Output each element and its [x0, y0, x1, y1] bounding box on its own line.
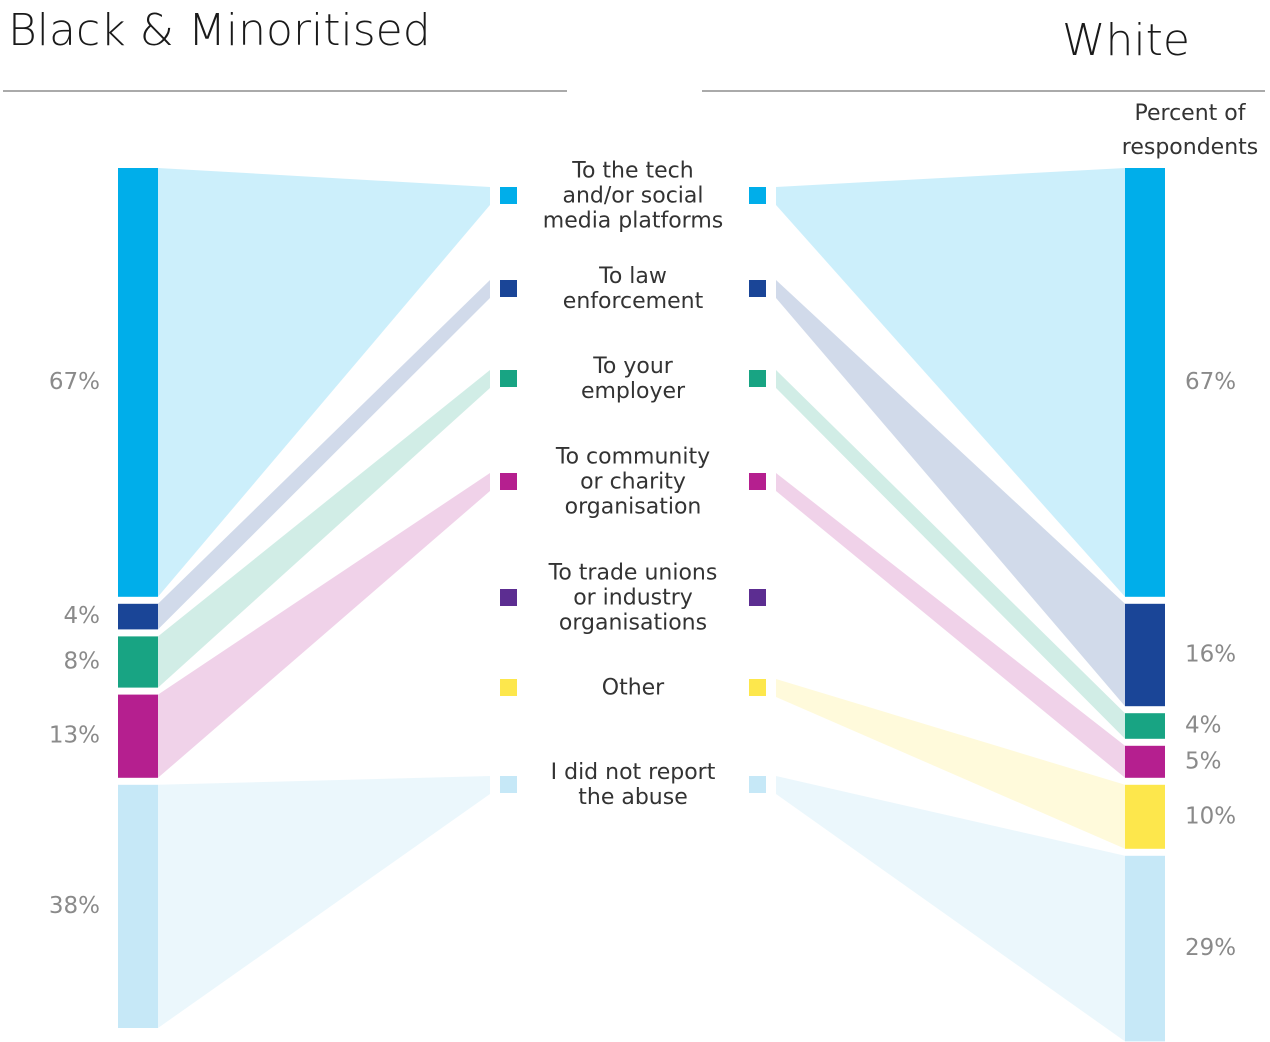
flow — [776, 679, 1125, 849]
value-label: 4% — [64, 603, 101, 629]
bar-segment — [118, 168, 158, 597]
legend-square — [749, 187, 766, 204]
category-label: I did not report the abuse — [550, 760, 716, 810]
legend-square — [500, 473, 517, 490]
legend-square — [500, 589, 517, 606]
category-label: To trade unions or industry organisation… — [548, 560, 718, 636]
legend-square — [500, 280, 517, 297]
bar-segment — [118, 603, 158, 630]
bar-segment — [1125, 168, 1165, 597]
bar-segment — [118, 784, 158, 1028]
value-label: 13% — [49, 723, 100, 749]
bar-segment — [118, 694, 158, 778]
flow — [158, 370, 490, 688]
flow — [776, 473, 1125, 778]
flow — [776, 280, 1125, 707]
legend-square — [500, 776, 517, 793]
legend-square — [749, 370, 766, 387]
legend-square — [500, 679, 517, 696]
left-title: Black & Minoritised — [8, 5, 431, 56]
bar-segment — [1125, 855, 1165, 1042]
value-label: 67% — [49, 369, 100, 395]
category-label: Other — [601, 675, 665, 701]
legend-square — [749, 473, 766, 490]
bar-segment — [118, 636, 158, 688]
value-label: 8% — [64, 649, 101, 675]
category-label: To your employer — [580, 354, 686, 404]
bar-segment — [1125, 713, 1165, 739]
value-label: 16% — [1185, 642, 1236, 668]
flow — [158, 776, 490, 1028]
category-label: To community or charity organisation — [555, 444, 711, 520]
flow — [158, 473, 490, 778]
value-label: 38% — [49, 893, 100, 919]
value-label: 5% — [1185, 748, 1222, 774]
legend-square — [500, 370, 517, 387]
legend-square — [749, 776, 766, 793]
flow — [158, 280, 490, 630]
bar-segment — [1125, 603, 1165, 707]
category-label: To the tech and/or social media platform… — [542, 158, 724, 234]
flow — [776, 370, 1125, 739]
legend-square — [749, 679, 766, 696]
value-label: 29% — [1185, 935, 1236, 961]
flow — [158, 168, 490, 597]
value-label: 10% — [1185, 803, 1236, 829]
flow — [776, 168, 1125, 597]
bar-segment — [1125, 745, 1165, 778]
bar-segment — [1125, 784, 1165, 849]
legend-square — [749, 280, 766, 297]
legend-square — [500, 187, 517, 204]
axis-label: Percent of respondents — [1122, 101, 1258, 160]
category-label: To law enforcement — [562, 264, 704, 314]
right-title: White — [1062, 15, 1190, 66]
value-label: 4% — [1185, 713, 1222, 739]
value-label: 67% — [1185, 369, 1236, 395]
legend-square — [749, 589, 766, 606]
flow — [776, 776, 1125, 1042]
